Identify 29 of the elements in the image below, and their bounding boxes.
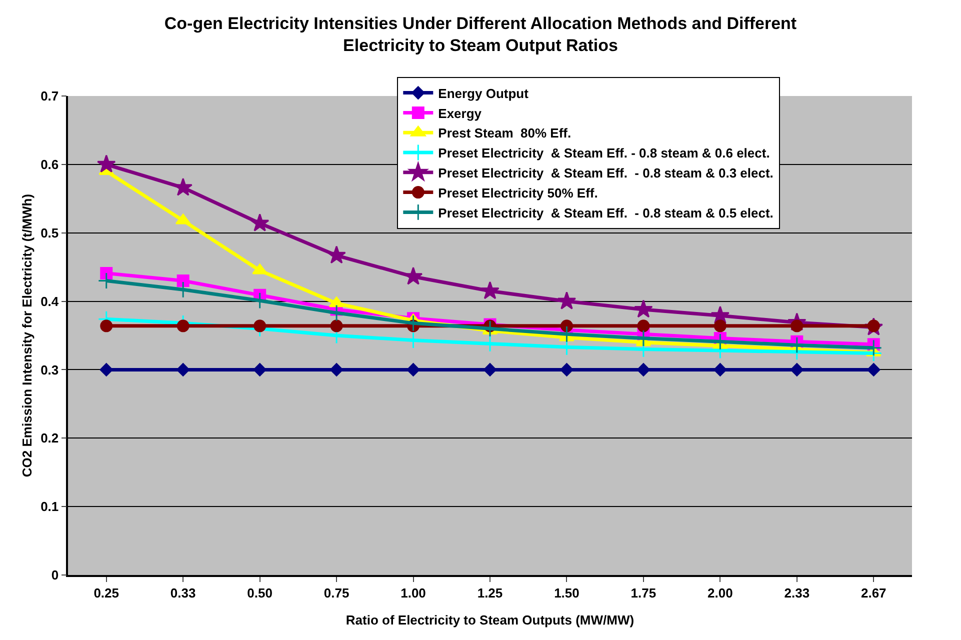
x-axis-title: Ratio of Electricity to Steam Outputs (MW/MW) xyxy=(346,612,634,628)
x-tick-label: 1.00 xyxy=(400,585,426,600)
y-tick-label: 0.7 xyxy=(40,88,59,104)
x-tick-label: 1.50 xyxy=(554,585,580,600)
x-tick-label: 2.33 xyxy=(784,585,810,600)
x-tick-label: 0.25 xyxy=(94,585,120,600)
legend-label: Preset Electricity 50% Eff. xyxy=(438,185,598,200)
y-tick-label: 0.4 xyxy=(40,294,60,309)
legend-label: Preset Electricity & Steam Eff. - 0.8 steam & 0.5 elect. xyxy=(438,205,774,220)
y-tick-label: 0 xyxy=(51,568,59,583)
y-tick-label: 0.2 xyxy=(40,430,59,446)
y-tick-label: 0.5 xyxy=(40,225,59,240)
y-tick-label: 0.1 xyxy=(40,499,59,514)
legend-label: Prest Steam 80% Eff. xyxy=(438,126,572,141)
x-tick-label: 2.67 xyxy=(860,585,886,600)
y-tick-label: 0.6 xyxy=(40,156,59,172)
x-tick-label: 0.75 xyxy=(324,585,350,600)
x-tick-label: 0.33 xyxy=(170,585,196,600)
legend-label: Exergy xyxy=(438,106,482,121)
x-tick-label: 1.25 xyxy=(477,585,503,600)
legend-label: Energy Output xyxy=(438,86,530,101)
x-tick-label: 2.00 xyxy=(708,585,733,600)
legend-label: Preset Electricity & Steam Eff. - 0.8 steam & 0.3 elect. xyxy=(438,165,774,180)
y-tick-label: 0.3 xyxy=(40,362,59,378)
legend-label: Preset Electricity & Steam Eff. - 0.8 steam & 0.6 elect. xyxy=(438,146,770,161)
x-tick-label: 1.75 xyxy=(630,585,656,600)
x-tick-label: 0.50 xyxy=(247,585,272,600)
y-axis-title: CO2 Emission Intensity for Electricity (t/MWh) xyxy=(20,194,34,478)
chart-title: Co-gen Electricity Intensities Under Different Allocation Methods and Different Electricity to Steam Output Ratios xyxy=(164,14,797,55)
